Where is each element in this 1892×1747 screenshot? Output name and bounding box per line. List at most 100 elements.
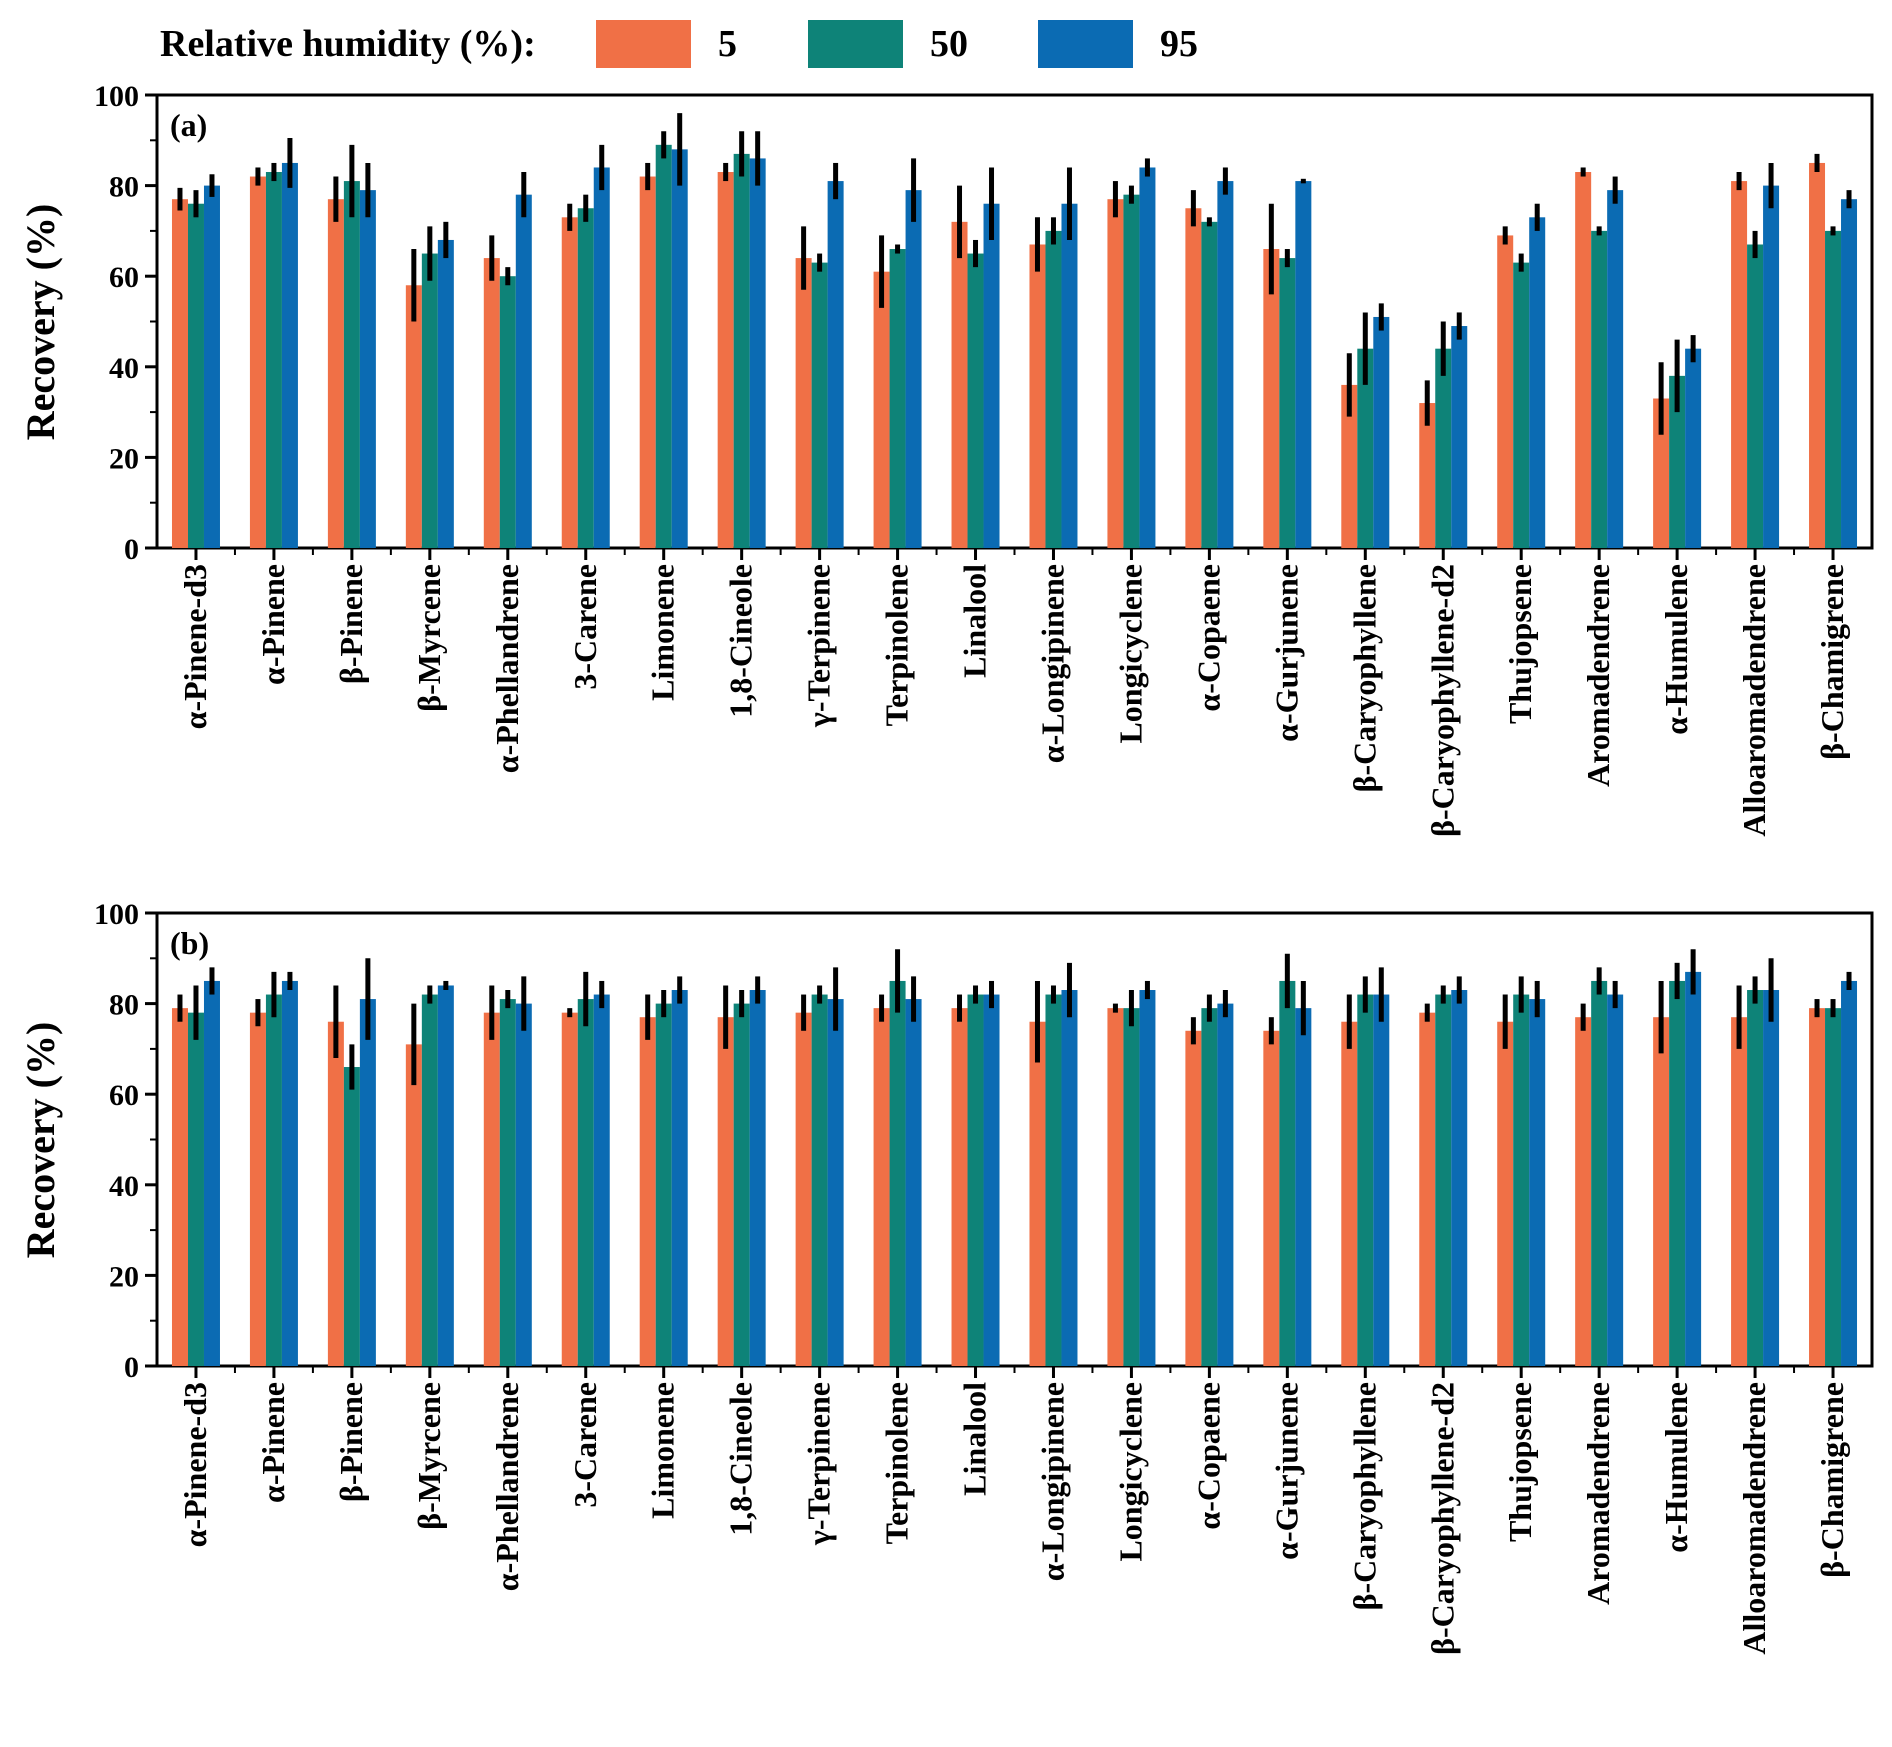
panel-a-category-label: α-Gurjunene [1268, 564, 1304, 742]
panel-a-category-label: β-Caryophyllene [1346, 564, 1382, 792]
panel-a-bar-rh50 [733, 153, 750, 548]
panel-b-bar-rh5 [1029, 1021, 1046, 1366]
panel-a-ytick-label: 100 [94, 80, 139, 113]
panel-a-ylabel: Recovery (%) [18, 204, 63, 441]
panel-b-bar-rh95 [593, 994, 610, 1366]
panel-b-bar-rh50 [889, 980, 906, 1366]
panel-b-bar-rh95 [1529, 999, 1546, 1366]
panel-a-category-label: β-Chamigrene [1814, 564, 1850, 760]
panel-b-bar-rh95 [1373, 994, 1390, 1366]
panel-a-category-label: Linalool [957, 564, 993, 678]
panel-b-bar-rh50 [1357, 994, 1374, 1366]
panel-b-bar-rh95 [1685, 971, 1702, 1366]
panel-b-bar-rh50 [1201, 1008, 1218, 1366]
panel-b: (b) Recovery (%) 0 20 40 60 80 100 α-Pinene-d… [18, 898, 1874, 1655]
panel-b-ytick-label: 80 [109, 989, 139, 1022]
panel-b-bar-rh95 [203, 980, 220, 1366]
panel-b-bar-rh95 [1451, 990, 1468, 1366]
panel-a-bar-rh5 [327, 199, 344, 548]
panel-a-bar-rh5 [951, 221, 968, 548]
panel-b-bar-rh5 [951, 1008, 968, 1366]
panel-b-bar-rh95 [515, 1003, 532, 1366]
panel-a-bar-rh95 [1061, 203, 1078, 548]
panel-b-category-label: β-Pinene [333, 1382, 369, 1502]
panel-b-bar-rh95 [905, 999, 922, 1366]
legend-swatch-5 [596, 20, 691, 68]
panel-b-category-label: Longicyclene [1112, 1382, 1148, 1562]
panel-a-bar-rh50 [1825, 230, 1842, 548]
panel-a-bar-rh5 [873, 271, 890, 548]
panel-b-bar-rh50 [421, 994, 438, 1366]
panel-b-bar-rh50 [1045, 994, 1062, 1366]
panel-a-category-label: α-Humulene [1658, 564, 1694, 735]
panel-b-bar-rh50 [733, 1003, 750, 1366]
panel-b-ytick-label: 60 [109, 1079, 139, 1112]
panel-b-bar-rh50 [577, 999, 594, 1366]
panel-b-bar-rh5 [561, 1012, 578, 1366]
panel-b-bar-rh50 [811, 994, 828, 1366]
panel-b-bar-rh95 [1139, 990, 1156, 1366]
panel-b-bar-rh95 [1841, 980, 1858, 1366]
panel-b-bar-rh5 [327, 1021, 344, 1366]
panel-a-category-label: Limonene [645, 564, 681, 701]
panel-a-category-label: α-Copaene [1190, 564, 1226, 712]
panel-a-category-label: Terpinolene [879, 564, 915, 726]
panel-a-bar-rh95 [1685, 348, 1702, 548]
panel-a-category-label: β-Pinene [333, 564, 369, 684]
panel-b-category-label: 3-Carene [567, 1382, 603, 1508]
panel-b-bar-rh95 [1295, 1008, 1312, 1366]
panel-a-bar-rh95 [1139, 167, 1156, 549]
panel-b-bar-rh50 [1591, 980, 1608, 1366]
panel-b-bar-rh95 [1217, 1003, 1234, 1366]
panel-a-bar-rh5 [561, 217, 578, 548]
panel-b-bar-rh95 [1061, 990, 1078, 1366]
panel-b-ytick-label: 0 [124, 1351, 139, 1384]
panel-b-bar-rh95 [983, 994, 1000, 1366]
panel-b-bar-rh95 [1763, 990, 1780, 1366]
panel-a-bar-rh95 [281, 162, 298, 548]
panel-b-category-label: Terpinolene [879, 1382, 915, 1544]
panel-b-category-label: Limonene [645, 1382, 681, 1519]
panel-a-bar-rh50 [499, 276, 516, 548]
panel-b-ytick-label: 20 [109, 1260, 139, 1293]
panel-a-bar-rh5 [1341, 384, 1358, 548]
panel-b-bar-rh5 [1263, 1030, 1280, 1366]
panel-a-bar-rh50 [1201, 221, 1218, 548]
panel-b-bar-rh50 [1279, 980, 1296, 1366]
panel-a-bar-rh50 [1123, 194, 1140, 548]
panel-a-bar-rh95 [1607, 190, 1624, 548]
panel-b-bar-rh5 [873, 1008, 890, 1366]
panel-a-bar-rh95 [515, 194, 532, 548]
panel-a-ytick-label: 80 [109, 171, 139, 204]
panel-a-bar-rh5 [1263, 249, 1280, 548]
panel-a-bar-rh5 [171, 199, 188, 548]
panel-b-label: (b) [170, 925, 209, 961]
panel-b-bar-rh95 [359, 999, 376, 1366]
panel-a-bar-rh50 [421, 253, 438, 549]
panel-b-bar-rh5 [483, 1012, 500, 1366]
panel-a-bar-rh95 [983, 203, 1000, 548]
panel-a-bar-rh5 [1497, 235, 1514, 548]
legend-swatch-95 [1038, 20, 1133, 68]
panel-a-bar-rh50 [1747, 244, 1764, 549]
panel-b-bar-rh50 [1435, 994, 1452, 1366]
panel-a-bar-rh5 [1575, 172, 1592, 548]
panel-b-category-label: γ-Terpinene [801, 1382, 837, 1546]
panel-b-bar-rh5 [717, 1017, 734, 1366]
panel-b-bar-rh5 [795, 1012, 812, 1366]
panel-b-bar-rh5 [249, 1012, 266, 1366]
panel-a-bar-rh5 [717, 172, 734, 548]
panel-a-bar-rh95 [671, 149, 688, 549]
panel-b-bar-rh5 [1497, 1021, 1514, 1366]
panel-a-bar-rh95 [827, 181, 844, 548]
panel-a: (a) Recovery (%) 0 20 40 60 80 100 α-Pinene-d… [18, 80, 1874, 837]
panel-a-bar-rh5 [795, 258, 812, 548]
panel-b-category-label: Linalool [957, 1382, 993, 1496]
panel-b-bar-rh5 [1731, 1017, 1748, 1366]
panel-a-bar-rh5 [483, 258, 500, 548]
panel-a-bar-rh50 [265, 172, 282, 548]
panel-b-category-label: β-Chamigrene [1814, 1382, 1850, 1578]
panel-b-bar-rh5 [171, 1008, 188, 1366]
panel-a-category-label: Longicyclene [1112, 564, 1148, 744]
panel-b-bar-rh5 [1653, 1017, 1670, 1366]
